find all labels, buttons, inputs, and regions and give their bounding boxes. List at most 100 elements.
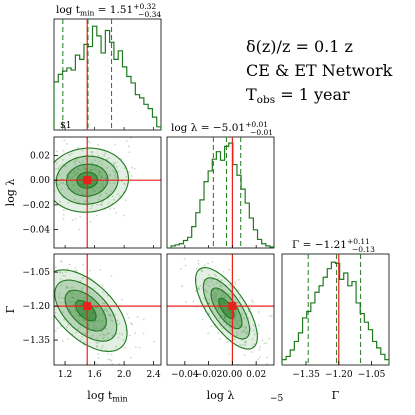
sample-point: [71, 219, 74, 222]
sample-point: [98, 170, 101, 173]
sample-point: [113, 174, 116, 177]
sample-point: [106, 331, 109, 334]
title-value: = −5.01: [197, 122, 245, 134]
sample-point: [94, 306, 97, 309]
sample-point: [220, 279, 223, 282]
sample-point: [104, 152, 107, 155]
title-plus: +0.01: [245, 120, 268, 129]
sample-point: [91, 205, 93, 207]
sample-point: [62, 159, 65, 161]
joint-frame-log_tmin-gamma: [53, 253, 162, 366]
sample-point: [239, 319, 241, 322]
sample-point: [97, 342, 99, 345]
title-minus: −0.34: [138, 10, 161, 19]
sample-point: [59, 270, 61, 273]
sample-point: [91, 164, 93, 167]
sample-point: [84, 168, 87, 171]
sample-point: [206, 291, 209, 294]
sample-point: [77, 147, 80, 149]
sample-point: [234, 319, 236, 322]
sample-point: [66, 187, 69, 190]
sample-point: [100, 176, 103, 179]
title-prefix: log λ: [171, 122, 198, 134]
joint-frame-log_tmin-log_lambda: [53, 136, 162, 249]
sample-point: [80, 289, 83, 291]
sample-point: [77, 298, 80, 301]
sample-point: [110, 359, 113, 362]
sample-point: [61, 163, 64, 166]
sample-point: [67, 201, 70, 204]
sample-point: [250, 351, 253, 354]
sample-point: [105, 176, 108, 179]
sample-point: [70, 310, 72, 313]
sample-point: [79, 216, 82, 218]
sample-point: [252, 301, 254, 304]
info-line-1: δ(z)/z = 0.1 z: [246, 37, 353, 56]
sample-point: [110, 274, 113, 277]
sample-point: [46, 283, 48, 285]
sample-point: [83, 332, 86, 335]
sample-point: [210, 281, 213, 283]
x-tick-label-log_lambda: 0.02: [246, 370, 266, 380]
sample-point: [72, 184, 75, 187]
sample-point: [48, 196, 50, 198]
hist-frame-gamma: [281, 253, 390, 366]
sample-point: [99, 172, 101, 175]
sample-point: [89, 169, 92, 172]
sample-point: [63, 301, 65, 304]
sample-point: [131, 323, 134, 326]
sample-point: [91, 168, 93, 171]
sample-point: [60, 188, 63, 191]
sample-point: [230, 285, 233, 288]
sample-point: [85, 158, 87, 160]
sample-point: [97, 174, 100, 177]
sample-point: [66, 302, 69, 305]
sample-point: [242, 330, 244, 333]
sample-point: [57, 166, 60, 169]
sample-point: [99, 320, 102, 323]
sample-point: [203, 264, 206, 267]
axis-label-log_lambda: log λ: [4, 179, 17, 207]
sample-point: [113, 182, 116, 185]
sample-point: [52, 154, 54, 156]
sample-point: [223, 316, 226, 319]
sample-point: [223, 315, 226, 317]
sample-point: [88, 320, 91, 323]
sample-point: [54, 266, 57, 269]
sample-point: [229, 326, 231, 329]
sample-point: [18, 191, 20, 193]
sample-point: [101, 201, 103, 204]
sample-point: [83, 319, 86, 322]
sample-point: [213, 297, 215, 299]
sample-point: [236, 301, 239, 304]
sample-point: [107, 193, 110, 196]
sample-point: [197, 288, 199, 291]
sample-point: [202, 278, 205, 281]
sample-point: [94, 319, 97, 322]
sample-point: [98, 170, 101, 173]
sample-point: [69, 301, 72, 304]
sample-point: [103, 308, 106, 311]
sample-point: [62, 213, 65, 216]
sample-point: [206, 280, 209, 283]
sample-point: [130, 322, 132, 325]
sample-point: [28, 187, 30, 189]
sample-point: [61, 272, 64, 274]
sample-point: [66, 338, 69, 340]
sample-point: [221, 294, 223, 297]
sample-point: [101, 284, 104, 287]
sample-point: [83, 296, 86, 299]
sample-point: [63, 139, 66, 142]
sample-point: [68, 263, 71, 266]
sample-point: [224, 316, 226, 319]
sample-point: [219, 316, 221, 319]
sample-point: [49, 145, 51, 147]
sample-point: [257, 311, 260, 313]
sample-point: [69, 177, 72, 179]
sample-point: [205, 283, 208, 286]
sample-point: [113, 164, 116, 167]
sample-point: [71, 296, 74, 298]
sample-point: [127, 316, 130, 319]
sample-point: [94, 159, 96, 162]
sample-point: [233, 338, 236, 341]
